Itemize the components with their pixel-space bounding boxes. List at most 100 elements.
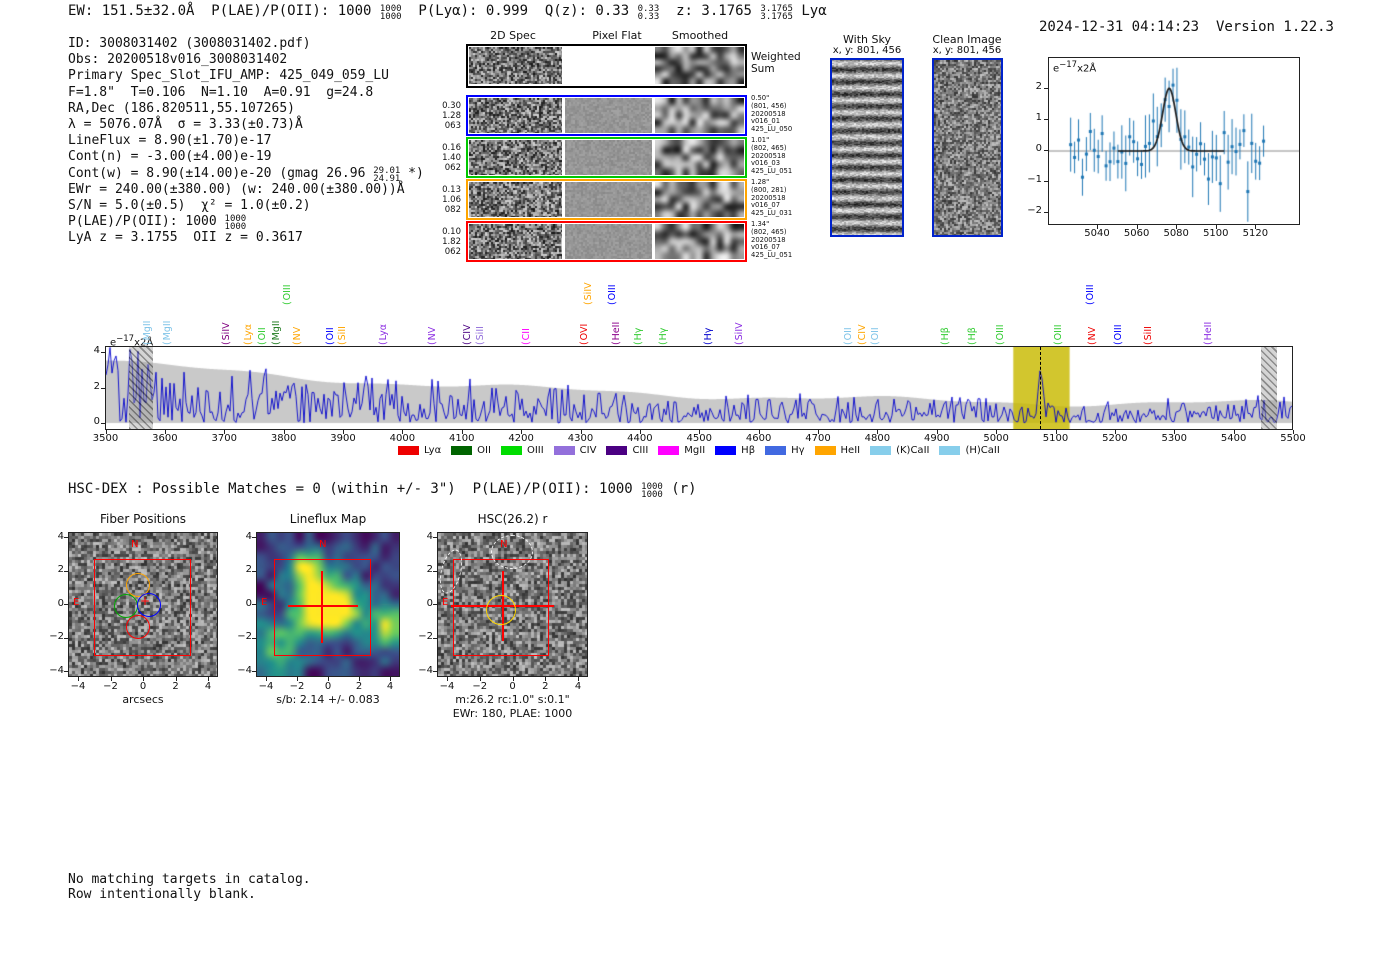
text-segment: Primary Spec_Slot_IFU_AMP: 425_049_059_L… bbox=[68, 68, 389, 84]
legend-swatch bbox=[658, 446, 680, 455]
legend-label: MgII bbox=[684, 445, 706, 456]
text-segment: LineFlux = 8.90(±1.70)e-17 bbox=[68, 133, 272, 149]
spec2d-flat-image bbox=[565, 182, 652, 217]
spectrum-xtick: 4100 bbox=[449, 433, 475, 444]
text-segment: −17 bbox=[1059, 60, 1078, 70]
fit-plot-ytick: −1 bbox=[1027, 174, 1042, 185]
emission-line-label: ( SiII bbox=[474, 326, 486, 345]
tick-mark bbox=[1233, 430, 1235, 434]
label-line: 0.30 bbox=[442, 100, 461, 111]
text-segment: z: 3.1765 bbox=[659, 3, 761, 19]
fiber-circle bbox=[137, 593, 161, 617]
tick-mark bbox=[996, 430, 998, 434]
label-line: v016_07 bbox=[751, 243, 781, 252]
spec2d-smoothed-image bbox=[655, 140, 744, 175]
text-segment: (r) bbox=[662, 481, 697, 497]
spec2d-row bbox=[466, 179, 747, 220]
spec2d-2d-image bbox=[469, 140, 562, 175]
label-line: 1.34" bbox=[751, 220, 770, 228]
legend-swatch bbox=[765, 446, 787, 455]
legend-item: CIII bbox=[606, 445, 648, 456]
emission-line-label: ( CIV bbox=[461, 324, 473, 345]
cutout-ytick: −4 bbox=[237, 664, 252, 676]
with-sky-image-frame bbox=[830, 58, 904, 237]
label-line: 0.10 bbox=[442, 226, 461, 237]
spec2d-row-left-label: 0.30 1.28 063 bbox=[433, 101, 461, 131]
label-line: 1.28 bbox=[442, 110, 461, 121]
text-segment: EWr = 240.00(±380.00) (w: 240.00(±380.00… bbox=[68, 181, 405, 197]
spectrum-legend: Lyα OII OIII CIV CIII MgII Hβ Hγ HeII (K)CaII (H)C… bbox=[398, 445, 1000, 456]
center-cross: + bbox=[140, 594, 151, 608]
label-line: 425_LU_031 bbox=[751, 209, 793, 218]
cutout-xtick: −4 bbox=[70, 681, 86, 692]
spectrum-unit-note: e−17x2Å bbox=[110, 334, 153, 348]
cutout-xtick: 2 bbox=[355, 681, 363, 692]
spec2d-row bbox=[466, 221, 747, 262]
emission-line-label: ( OIII bbox=[1085, 284, 1097, 305]
text-segment: RA,Dec (186.820511,55.107265) bbox=[68, 100, 295, 116]
legend-item: MgII bbox=[658, 445, 705, 456]
legend-item: OII bbox=[451, 445, 491, 456]
legend-label: CIII bbox=[632, 445, 649, 456]
extent-box bbox=[94, 559, 191, 656]
emission-line-label: ( Lyα bbox=[378, 324, 390, 345]
cutout-ytick: 4 bbox=[426, 530, 433, 542]
cutout-ytick: −2 bbox=[49, 631, 64, 642]
label-line: 1.82 bbox=[442, 236, 461, 247]
fit-plot-xtick: 5120 bbox=[1242, 228, 1269, 239]
spec2d-row bbox=[466, 137, 747, 178]
emission-line-label: ( Hγ bbox=[657, 327, 669, 345]
clean-image-coords: x, y: 801, 456 bbox=[932, 45, 1002, 56]
label-line: 20200518 bbox=[751, 109, 786, 118]
tick-mark bbox=[343, 430, 344, 434]
spec2d-2d-image bbox=[469, 224, 562, 259]
fit-plot-xtick: 5080 bbox=[1163, 228, 1189, 239]
label-line: 0.50" bbox=[751, 94, 770, 102]
crosshair-v bbox=[321, 571, 323, 643]
emission-line-label: ( SiII bbox=[1143, 326, 1155, 345]
cutout-ytick: 0 bbox=[245, 597, 252, 609]
tick-mark bbox=[110, 677, 112, 681]
text-segment: 1000 1000 bbox=[641, 482, 663, 500]
lineflux-map-xlabel: s/b: 2.14 +/- 0.083 bbox=[276, 693, 380, 706]
spec2d-row-left-label: 0.13 1.06 082 bbox=[433, 185, 461, 215]
hsc-cutout-xlabel2: EWr: 180, PLAE: 1000 bbox=[452, 707, 573, 720]
cutout-xtick: 4 bbox=[574, 681, 582, 692]
fit-plot-canvas bbox=[1049, 58, 1299, 224]
cutout-ytick: 0 bbox=[426, 597, 433, 609]
spectrum-xtick: 4800 bbox=[864, 433, 891, 444]
cutout-xtick: −2 bbox=[289, 681, 305, 692]
tick-mark bbox=[1055, 430, 1057, 434]
with-sky-title: With Sky bbox=[843, 33, 891, 46]
text-segment: P(LAE)/P(OII): 1000 bbox=[68, 214, 225, 230]
legend-swatch bbox=[500, 446, 522, 455]
spec2d-col-header: Smoothed bbox=[671, 29, 729, 42]
text-segment: 29.01 24.91 bbox=[373, 165, 401, 184]
spacer bbox=[1199, 19, 1216, 35]
lineflux-map-title: Lineflux Map bbox=[289, 512, 367, 526]
compass-east-label: E bbox=[73, 597, 80, 608]
crosshair-h bbox=[288, 605, 358, 607]
emission-line-label: ( SiIV bbox=[582, 282, 594, 305]
tick-mark bbox=[175, 677, 177, 681]
text-segment: *) bbox=[400, 165, 424, 181]
spectrum-xtick: 5100 bbox=[1042, 433, 1069, 444]
label-line: 082 bbox=[444, 204, 461, 215]
tick-mark bbox=[78, 677, 79, 681]
spec2d-smoothed-image bbox=[655, 47, 744, 84]
tick-mark bbox=[1044, 212, 1048, 213]
tick-mark bbox=[101, 423, 105, 424]
emission-line-label: ( OIII bbox=[994, 324, 1006, 345]
cutout-ytick: −2 bbox=[418, 631, 433, 642]
cutout-xtick: 0 bbox=[139, 681, 147, 692]
spectrum-xtick: 4700 bbox=[805, 433, 831, 444]
label-line: 1.40 bbox=[442, 152, 461, 163]
cutout-ytick: 2 bbox=[245, 564, 252, 575]
tick-mark bbox=[1176, 225, 1178, 229]
tick-mark bbox=[1044, 88, 1048, 89]
text-segment: EW: 151.5±32.0Å P(LAE)/P(OII): 1000 bbox=[68, 3, 380, 19]
cutout-xtick: 4 bbox=[204, 681, 212, 692]
tick-mark bbox=[64, 671, 68, 672]
text-segment: λ = 5076.07Å σ = 3.33(±0.73)Å bbox=[68, 117, 303, 132]
